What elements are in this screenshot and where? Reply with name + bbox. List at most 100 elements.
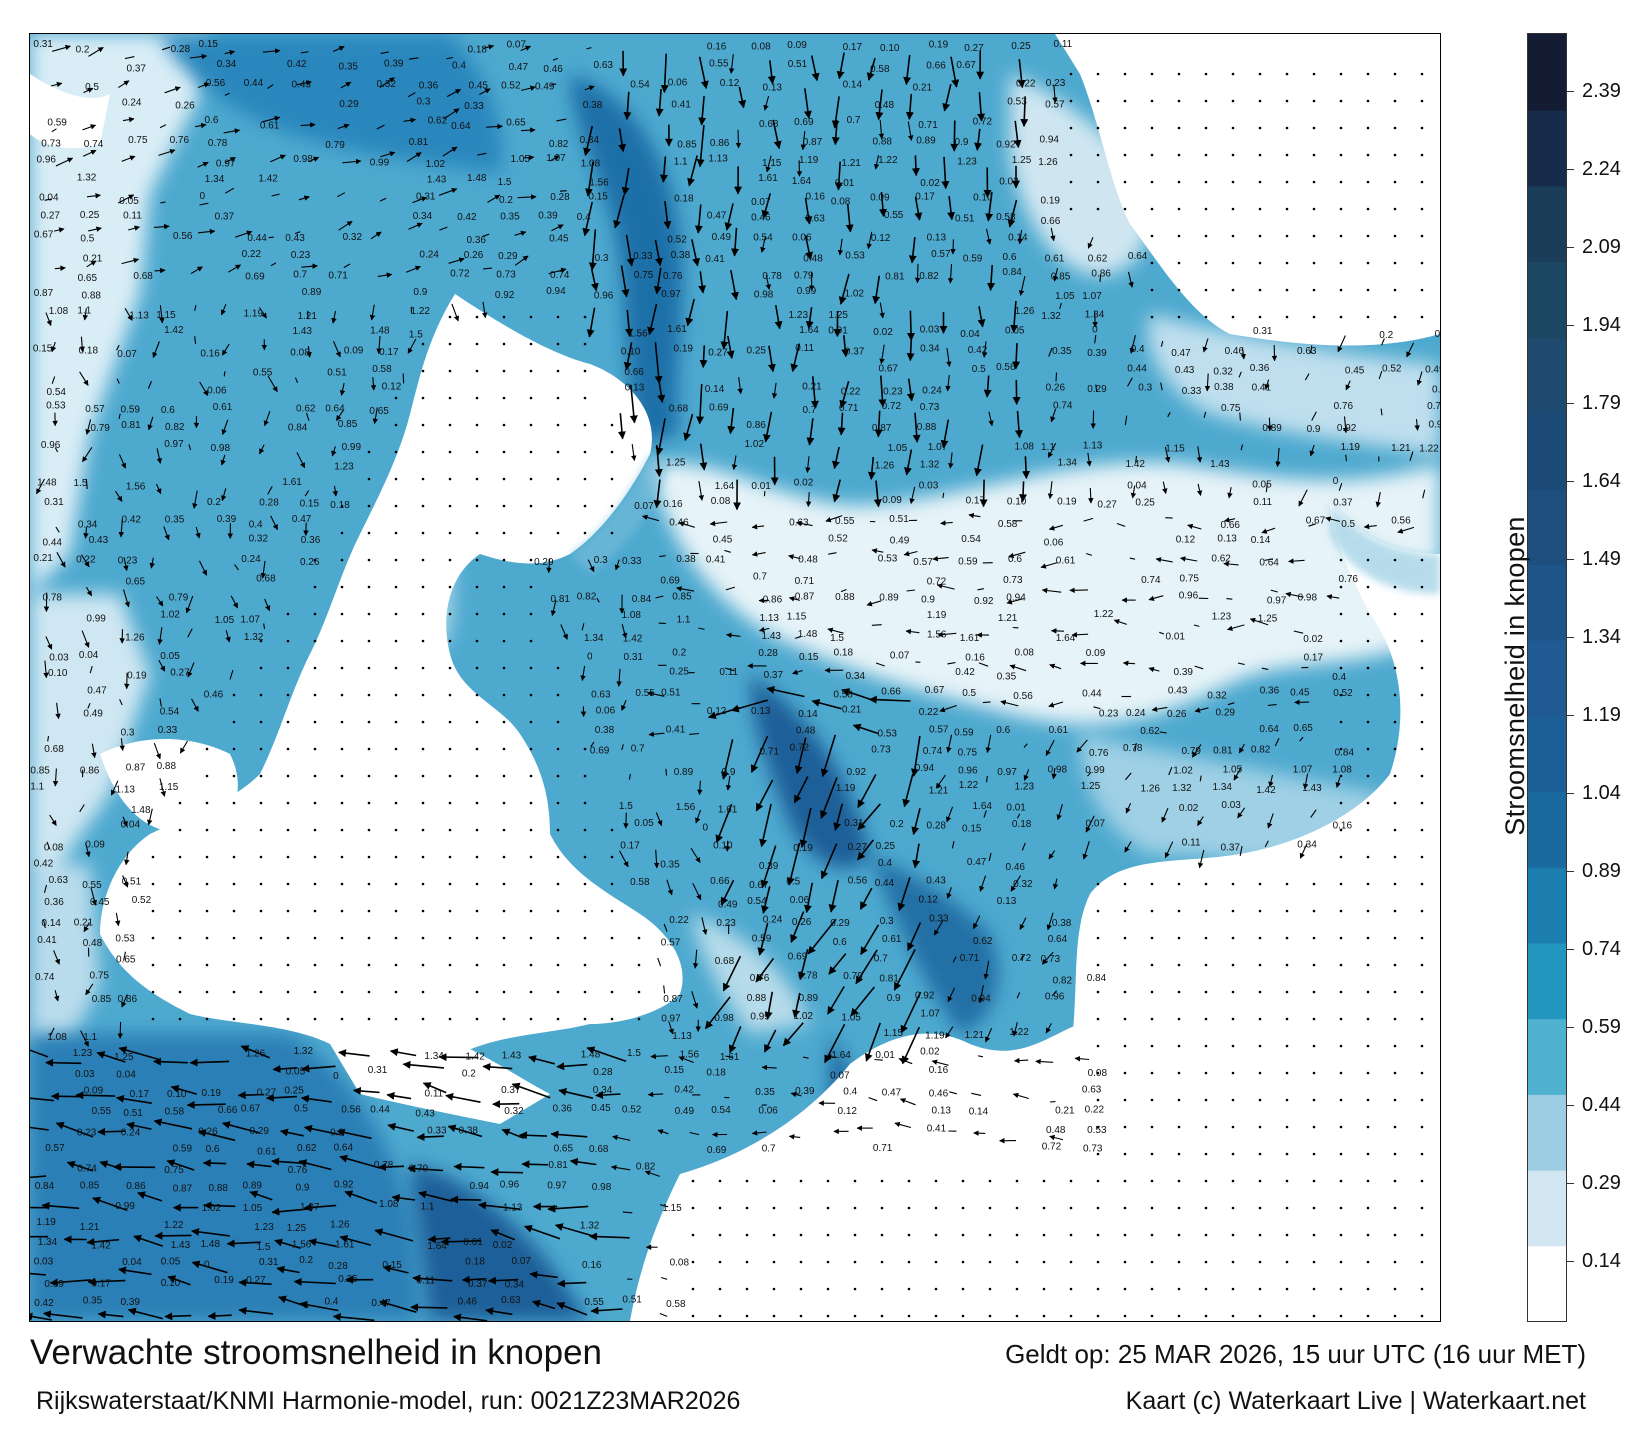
speed-label: 0.6: [996, 725, 1010, 736]
calm-dot: [745, 1287, 749, 1291]
current-arrow: [1194, 665, 1204, 670]
speed-label: 0.21: [1055, 1106, 1075, 1117]
speed-label: 0.28: [1435, 329, 1440, 340]
speed-label: 0.72: [1012, 953, 1032, 964]
current-arrow: [157, 627, 163, 645]
current-arrow: [123, 951, 127, 961]
speed-label: 0.31: [844, 818, 864, 829]
model-run: Rijkswaterstaat/KNMI Harmonie-model, run…: [36, 1387, 741, 1415]
current-arrow: [56, 552, 66, 568]
current-speed-map[interactable]: 0.31 0.2 0.28 0.15 0.18 0.07 0.16 0.08 0.09 0.17 0…: [29, 33, 1441, 1322]
current-arrow: [1238, 371, 1242, 378]
calm-dot: [1258, 1314, 1262, 1318]
speed-label: 0.64: [1048, 934, 1068, 945]
calm-dot: [232, 882, 236, 886]
calm-dot: [1258, 1260, 1262, 1264]
speed-label: 1.08: [1332, 764, 1352, 775]
current-arrow: [422, 1082, 447, 1094]
speed-label: 0.37: [468, 1279, 488, 1290]
calm-dot: [1258, 1179, 1262, 1183]
calm-dot: [1393, 1152, 1397, 1156]
current-arrow: [663, 201, 672, 230]
current-arrow: [772, 119, 782, 150]
calm-dot: [313, 801, 317, 805]
calm-dot: [1204, 1233, 1208, 1237]
speed-label: 0.5: [962, 688, 976, 699]
speed-label: 0.45: [713, 534, 733, 545]
speed-label: 1.08: [1015, 442, 1035, 453]
calm-dot: [556, 531, 560, 535]
current-arrow: [1155, 557, 1173, 563]
current-arrow: [1041, 587, 1062, 594]
speed-label: 0.41: [927, 1123, 947, 1134]
current-arrow: [737, 377, 743, 395]
calm-dot: [367, 963, 371, 967]
current-arrow: [1008, 551, 1026, 559]
current-arrow: [412, 1274, 453, 1283]
speed-label: 0.06: [668, 78, 688, 89]
calm-dot: [367, 693, 371, 697]
calm-dot: [1420, 990, 1424, 994]
current-arrow: [1125, 802, 1132, 814]
current-arrow: [1087, 771, 1092, 777]
current-arrow: [195, 122, 207, 129]
calm-dot: [961, 1233, 965, 1237]
current-arrow: [979, 875, 987, 892]
current-arrow: [221, 488, 227, 502]
current-arrow: [947, 196, 956, 221]
speed-label: 1.1: [83, 1032, 97, 1043]
calm-dot: [1231, 288, 1235, 292]
calm-dot: [583, 450, 587, 454]
calm-dot: [367, 855, 371, 859]
calm-dot: [1204, 180, 1208, 184]
speed-label: 0.5: [972, 364, 986, 375]
speed-label: 0.3: [417, 97, 431, 108]
calm-dot: [367, 747, 371, 751]
calm-dot: [313, 936, 317, 940]
colorbar-tick-mark: [1566, 325, 1574, 326]
current-arrow: [1009, 664, 1027, 672]
colorbar-band: [1528, 1093, 1566, 1171]
current-arrow: [794, 737, 807, 775]
current-arrow: [47, 736, 50, 742]
calm-dot: [1285, 963, 1289, 967]
current-arrow: [616, 668, 622, 687]
speed-label: 0.46: [458, 1296, 478, 1307]
calm-dot: [1312, 1098, 1316, 1102]
speed-label: 0.52: [1382, 364, 1402, 375]
current-arrow: [267, 375, 278, 393]
current-arrow: [1052, 84, 1058, 103]
speed-label: 0.34: [413, 211, 433, 222]
speed-label: 1.42: [1126, 459, 1146, 470]
current-arrow: [804, 197, 813, 225]
calm-dot: [1150, 1233, 1154, 1237]
calm-dot: [1285, 315, 1289, 319]
current-arrow: [1335, 776, 1341, 789]
calm-dot: [151, 882, 155, 886]
current-arrow: [478, 1201, 521, 1210]
calm-dot: [394, 855, 398, 859]
calm-dot: [1312, 1179, 1316, 1183]
current-arrow: [380, 51, 389, 55]
current-arrow: [763, 1029, 777, 1053]
calm-dot: [880, 1287, 884, 1291]
current-arrow: [985, 228, 992, 245]
speed-label: 0.49: [718, 899, 738, 910]
speed-label: 0.65: [1293, 723, 1313, 734]
calm-dot: [1150, 1017, 1154, 1021]
calm-dot: [394, 747, 398, 751]
speed-label: 0.19: [674, 343, 694, 354]
speed-label: 0.5: [294, 1104, 308, 1115]
current-arrow: [1000, 699, 1019, 707]
calm-dot: [1366, 1179, 1370, 1183]
speed-label: 1.48: [370, 326, 390, 337]
current-arrow: [402, 1060, 445, 1069]
speed-label: 1.13: [760, 613, 780, 624]
current-arrow: [763, 411, 773, 443]
colorbar-tick-mark: [1566, 1105, 1574, 1106]
speed-label: 1.21: [998, 613, 1018, 624]
calm-dot: [421, 720, 425, 724]
current-arrow: [293, 1277, 336, 1286]
map-canvas[interactable]: 0.31 0.2 0.28 0.150.18 0.07 0.16 0.08 0.09 0.17 0…: [30, 34, 1440, 1321]
current-arrow: [156, 448, 163, 464]
